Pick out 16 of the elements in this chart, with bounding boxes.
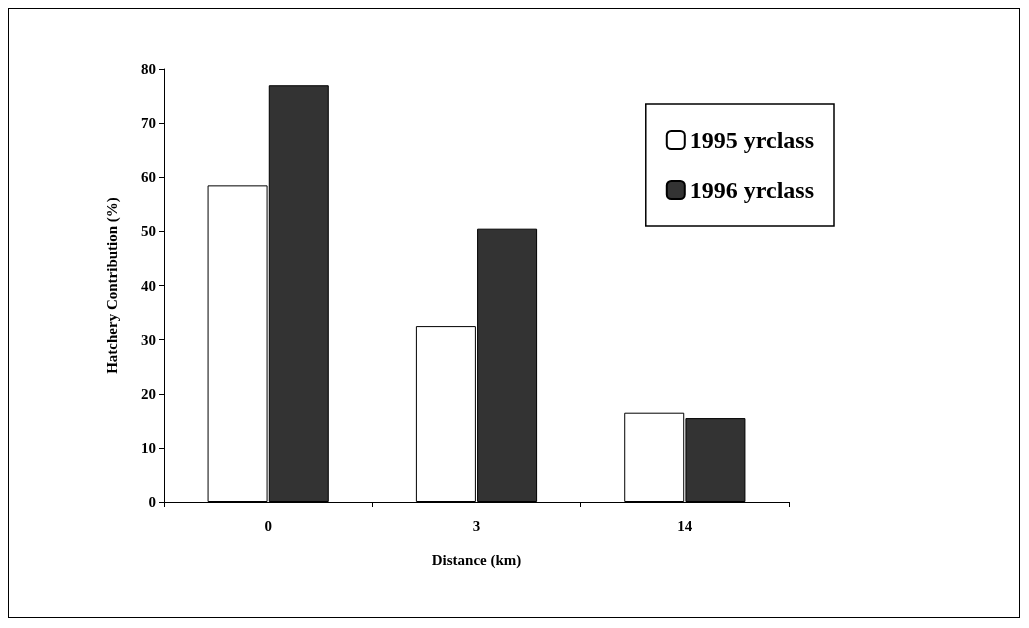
y-tick-label: 10 bbox=[141, 439, 156, 456]
y-tick-label: 20 bbox=[141, 385, 156, 402]
y-axis-title: Hatchery Contribution (%) bbox=[103, 197, 121, 374]
x-tick-label: 3 bbox=[472, 517, 481, 534]
x-tick-label: 14 bbox=[677, 517, 693, 534]
legend-label: 1995 yrclass bbox=[689, 127, 814, 153]
y-tick-label: 80 bbox=[141, 61, 156, 77]
y-tick-label: 40 bbox=[141, 277, 156, 294]
legend-label: 1996 yrclass bbox=[689, 177, 814, 203]
x-tick-label: 0 bbox=[264, 517, 272, 534]
y-tick-label: 0 bbox=[148, 494, 156, 510]
y-tick-label: 30 bbox=[141, 331, 156, 348]
x-axis-title: Distance (km) bbox=[431, 551, 522, 569]
y-tick-label: 60 bbox=[141, 169, 156, 186]
y-tick-label: 50 bbox=[141, 223, 156, 240]
y-tick-label: 70 bbox=[141, 115, 156, 132]
